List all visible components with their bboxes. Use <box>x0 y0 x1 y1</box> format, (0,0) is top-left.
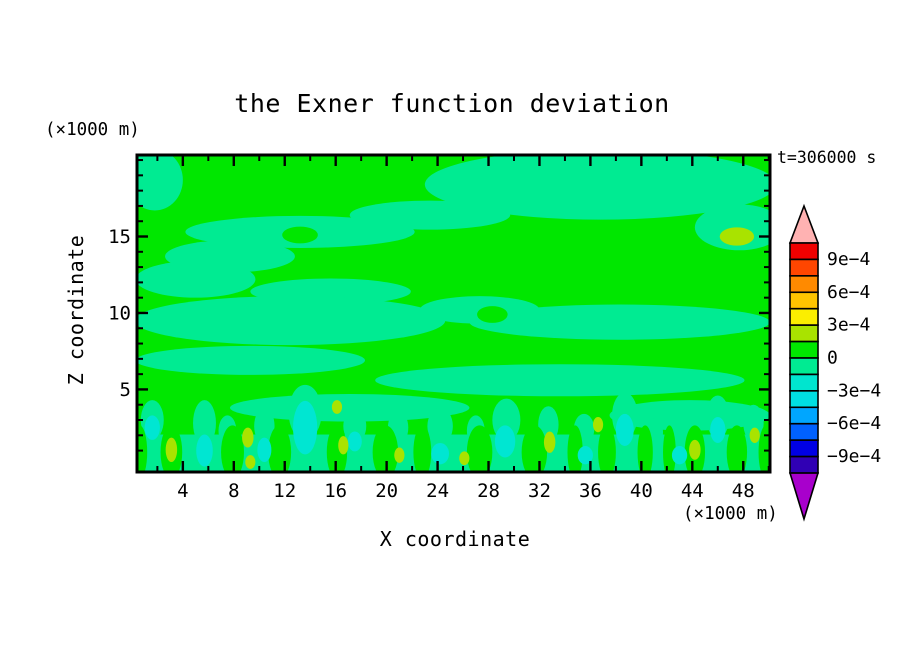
contour-spot-cyan <box>494 425 516 458</box>
contour-region-negative <box>137 155 183 211</box>
colorbar-segment <box>789 422 819 441</box>
contour-region-positive <box>221 425 244 472</box>
x-axis-unit-label: (×1000 m) <box>683 504 778 524</box>
contour-region-positive <box>663 425 676 472</box>
colorbar-over-arrow <box>788 203 820 244</box>
contour-spot-yellow-green <box>459 451 470 466</box>
contour-region-negative <box>137 345 365 375</box>
colorbar-label: −3e−4 <box>827 380 881 401</box>
contour-region-negative <box>424 155 770 220</box>
x-tick-label: 36 <box>579 480 602 502</box>
colorbar-label: 3e−4 <box>827 315 870 336</box>
time-annotation: t=306000 s <box>777 148 876 167</box>
colorbar-segment <box>789 455 819 474</box>
x-tick-label: 24 <box>426 480 449 502</box>
x-tick-label: 16 <box>324 480 347 502</box>
colorbar-segment <box>789 324 819 343</box>
colorbar-segment <box>789 340 819 359</box>
colorbar-segment <box>789 291 819 310</box>
y-tick-label: 15 <box>108 226 131 248</box>
contour-region-negative <box>469 304 770 340</box>
contour-spot-cyan <box>257 437 272 463</box>
contour-region-positive <box>637 425 653 472</box>
contour-spot-cyan <box>710 416 726 443</box>
y-axis-unit-label: (×1000 m) <box>45 120 140 140</box>
colorbar-segment <box>789 258 819 277</box>
x-axis-title: X coordinate <box>380 527 531 551</box>
contour-spot-cyan <box>347 431 362 452</box>
x-tick-label: 4 <box>177 480 188 502</box>
contour-spot-yellow-green <box>242 427 254 448</box>
contour-spot-yellow-green <box>394 447 405 463</box>
contour-region-negative <box>375 364 745 397</box>
chart-title: the Exner function deviation <box>234 89 669 118</box>
colorbar-label: 0 <box>827 348 838 369</box>
contour-region-positive <box>413 425 432 472</box>
x-tick-label: 32 <box>528 480 551 502</box>
colorbar-segment <box>789 390 819 409</box>
contour-region-positive <box>567 425 583 472</box>
contour-spot-cyan <box>431 442 450 465</box>
x-tick-label: 28 <box>477 480 500 502</box>
colorbar-segment <box>789 242 819 261</box>
colorbar-segment <box>789 373 819 392</box>
y-axis-title: Z coordinate <box>64 235 88 386</box>
contour-spot-cyan <box>671 446 688 465</box>
contour-region-positive <box>598 425 616 472</box>
contour-spot-yellow-green <box>331 400 343 414</box>
colorbar-label: 9e−4 <box>827 249 870 270</box>
contour-spot-yellow-green <box>749 427 760 443</box>
colorbar-label: 6e−4 <box>827 282 870 303</box>
y-tick-label: 10 <box>108 302 131 324</box>
contour-region-negative <box>137 260 256 298</box>
contour-spot-yellow-green <box>338 436 349 455</box>
x-tick-label: 20 <box>375 480 398 502</box>
x-tick-label: 12 <box>273 480 296 502</box>
contour-spot-yellow-green <box>543 431 556 453</box>
contour-region-positive <box>268 425 292 472</box>
contour-region-positive <box>477 306 508 323</box>
contour-spot-yellow-green <box>165 437 178 463</box>
colorbar-segment <box>789 275 819 294</box>
contour-field <box>137 155 770 472</box>
x-tick-label: 44 <box>681 480 704 502</box>
contour-region-positive <box>466 425 493 472</box>
axis-ticks <box>137 155 770 472</box>
contour-spot-cyan <box>144 415 160 440</box>
colorbar-segment <box>789 406 819 425</box>
colorbar: 9e−4 6e−4 3e−4 0 −3e−4 −6e−4 −9e−4 <box>788 203 881 522</box>
colorbar-label: −9e−4 <box>827 446 881 467</box>
contour-region-positive <box>726 425 748 472</box>
contour-spot-cyan <box>577 446 593 465</box>
contour-region-negative <box>137 296 446 346</box>
contour-spot-cyan <box>196 434 213 467</box>
contour-spot-cyan <box>615 413 634 447</box>
x-tick-label: 8 <box>228 480 239 502</box>
colorbar-under-arrow <box>788 472 820 522</box>
colorbar-segment <box>789 307 819 326</box>
colorbar-label: −6e−4 <box>827 413 881 434</box>
x-tick-label: 40 <box>630 480 653 502</box>
y-tick-label: 5 <box>120 379 131 401</box>
colorbar-segment <box>789 357 819 376</box>
contour-region-positive <box>137 425 148 472</box>
contour-region-positive <box>758 425 770 472</box>
contour-region-positive <box>521 425 548 472</box>
contour-spot-yellow-green <box>689 439 701 460</box>
contour-region-negative <box>343 409 367 443</box>
contour-spot-yellow-green <box>592 416 604 433</box>
x-tick-label: 48 <box>732 480 755 502</box>
contour-spot-yellow-green <box>245 455 256 469</box>
colorbar-segment <box>789 439 819 458</box>
contour-spot-yellow-green <box>719 227 755 246</box>
contour-region-positive <box>372 425 399 472</box>
contour-region-positive <box>282 226 318 244</box>
contour-spot-cyan <box>293 400 318 455</box>
